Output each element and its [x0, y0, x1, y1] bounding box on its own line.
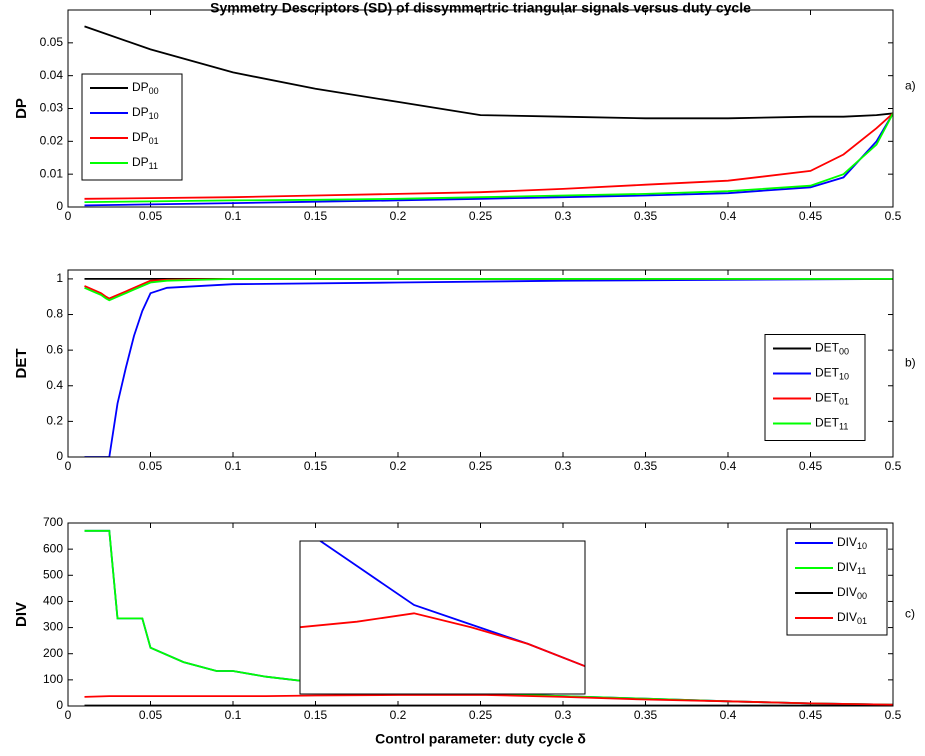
- x-tick-label: 0.45: [799, 209, 823, 223]
- y-tick-label: 0.8: [46, 307, 63, 321]
- y-tick-label: 0: [56, 698, 63, 712]
- x-tick-label: 0.25: [469, 708, 493, 722]
- x-tick-label: 0.2: [390, 459, 407, 473]
- x-tick-label: 0.5: [885, 459, 902, 473]
- series-line: [84, 112, 893, 203]
- y-tick-label: 0.03: [40, 101, 64, 115]
- legend-label: DP10: [132, 105, 159, 121]
- legend-label: DP11: [132, 155, 158, 171]
- legend-label: DET01: [815, 391, 849, 407]
- series-line: [84, 112, 893, 207]
- y-tick-label: 0.05: [40, 35, 64, 49]
- series-line: [84, 278, 893, 302]
- x-tick-label: 0.05: [139, 459, 163, 473]
- y-tick-label: 0.4: [46, 378, 63, 392]
- x-tick-label: 0.05: [139, 209, 163, 223]
- y-tick-label: 100: [43, 672, 63, 686]
- y-tick-label: 0.04: [40, 68, 64, 82]
- y-tick-label: 0.2: [46, 414, 63, 428]
- x-tick-label: 0: [65, 708, 72, 722]
- y-tick-label: 200: [43, 646, 63, 660]
- x-tick-label: 0.4: [720, 209, 737, 223]
- axes-frame: [299, 540, 586, 695]
- legend-label: DET00: [815, 341, 849, 357]
- y-tick-label: 0: [56, 199, 63, 213]
- legend-label: DIV00: [837, 585, 867, 601]
- x-tick-label: 0.05: [139, 708, 163, 722]
- legend-label: DIV10: [837, 535, 867, 551]
- x-tick-label: 0.45: [799, 708, 823, 722]
- x-tick-label: 0.4: [720, 708, 737, 722]
- x-tick-label: 0.35: [634, 209, 658, 223]
- legend-label: DIV11: [837, 560, 866, 576]
- y-tick-label: 0.6: [46, 342, 63, 356]
- x-tick-label: 0: [65, 459, 72, 473]
- x-tick-label: 0.1: [225, 209, 242, 223]
- y-tick-label: 300: [43, 620, 63, 634]
- y-tick-label: 0.02: [40, 134, 64, 148]
- y-tick-label: 500: [43, 567, 63, 581]
- series-line: [84, 278, 893, 457]
- x-tick-label: 0.35: [634, 708, 658, 722]
- y-tick-label: 0: [56, 449, 63, 463]
- x-tick-label: 0.35: [634, 459, 658, 473]
- panel-label: b): [905, 356, 916, 370]
- legend-label: DET11: [815, 416, 848, 432]
- x-tick-label: 0.5: [885, 708, 902, 722]
- x-axis-label: Control parameter: duty cycle δ: [375, 731, 586, 747]
- x-tick-label: 0.15: [304, 708, 328, 722]
- x-tick-label: 0.15: [304, 459, 328, 473]
- y-tick-label: 600: [43, 541, 63, 555]
- x-tick-label: 0.15: [304, 209, 328, 223]
- x-tick-label: 0.5: [885, 209, 902, 223]
- series-line: [300, 612, 585, 668]
- plot-area: [68, 10, 893, 207]
- y-axis-label: DIV: [13, 602, 30, 627]
- plot-area: [300, 541, 585, 694]
- x-tick-label: 0.1: [225, 708, 242, 722]
- chart-title: Symmetry Descriptors (SD) of dissymmertr…: [210, 0, 751, 16]
- x-tick-label: 0: [65, 209, 72, 223]
- x-tick-label: 0.3: [555, 209, 572, 223]
- legend-label: DP00: [132, 80, 159, 96]
- plot-area: [68, 270, 893, 457]
- y-tick-label: 400: [43, 594, 63, 608]
- y-tick-label: 1: [56, 271, 63, 285]
- series-line: [84, 693, 893, 706]
- legend-label: DP01: [132, 130, 159, 146]
- x-tick-label: 0.3: [555, 459, 572, 473]
- x-tick-label: 0.25: [469, 459, 493, 473]
- series-line: [84, 25, 893, 120]
- x-tick-label: 0.3: [555, 708, 572, 722]
- x-tick-label: 0.25: [469, 209, 493, 223]
- y-axis-label: DET: [13, 349, 30, 379]
- x-tick-label: 0.4: [720, 459, 737, 473]
- x-tick-label: 0.2: [390, 209, 407, 223]
- axes-frame: [67, 522, 894, 707]
- axes-frame: [67, 269, 894, 458]
- x-tick-label: 0.1: [225, 459, 242, 473]
- axes-frame: [67, 9, 894, 208]
- panel-label: a): [905, 79, 916, 93]
- y-axis-label: DP: [13, 98, 30, 119]
- legend-label: DIV01: [837, 610, 867, 626]
- series-line: [84, 112, 893, 200]
- y-tick-label: 0.01: [40, 166, 64, 180]
- y-tick-label: 700: [43, 515, 63, 529]
- legend-label: DET10: [815, 366, 849, 382]
- panel-label: c): [905, 607, 915, 621]
- x-tick-label: 0.45: [799, 459, 823, 473]
- x-tick-label: 0.2: [390, 708, 407, 722]
